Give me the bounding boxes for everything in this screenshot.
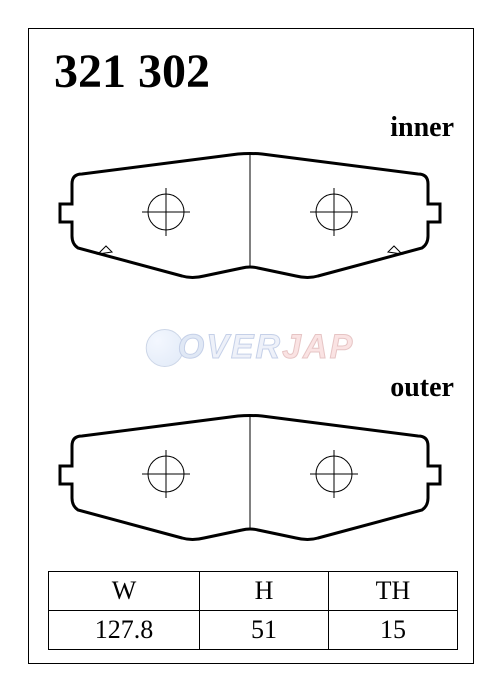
page: 321 302 inner outer OVERJAP xyxy=(0,0,500,690)
table-row: W H TH xyxy=(49,572,458,611)
brake-pad-inner xyxy=(38,148,462,288)
hole-right xyxy=(310,188,358,236)
col-header-th: TH xyxy=(329,572,458,611)
brake-pad-outer xyxy=(38,410,462,550)
hole-left xyxy=(142,450,190,498)
hole-left xyxy=(142,188,190,236)
pad-inner-svg xyxy=(38,148,462,288)
watermark-ver: VER xyxy=(206,328,282,366)
label-outer: outer xyxy=(390,372,454,404)
value-w: 127.8 xyxy=(49,611,200,650)
value-h: 51 xyxy=(200,611,329,650)
col-header-h: H xyxy=(200,572,329,611)
table-row: 127.8 51 15 xyxy=(49,611,458,650)
part-number: 321 302 xyxy=(54,44,210,99)
hole-right xyxy=(310,450,358,498)
label-inner: inner xyxy=(390,112,454,144)
pad-outer-svg xyxy=(38,410,462,550)
dimensions-table: W H TH 127.8 51 15 xyxy=(48,571,458,650)
watermark-jap: JAP xyxy=(282,328,354,366)
watermark-o: O xyxy=(178,328,206,366)
value-th: 15 xyxy=(329,611,458,650)
watermark: OVERJAP xyxy=(146,328,355,367)
col-header-w: W xyxy=(49,572,200,611)
